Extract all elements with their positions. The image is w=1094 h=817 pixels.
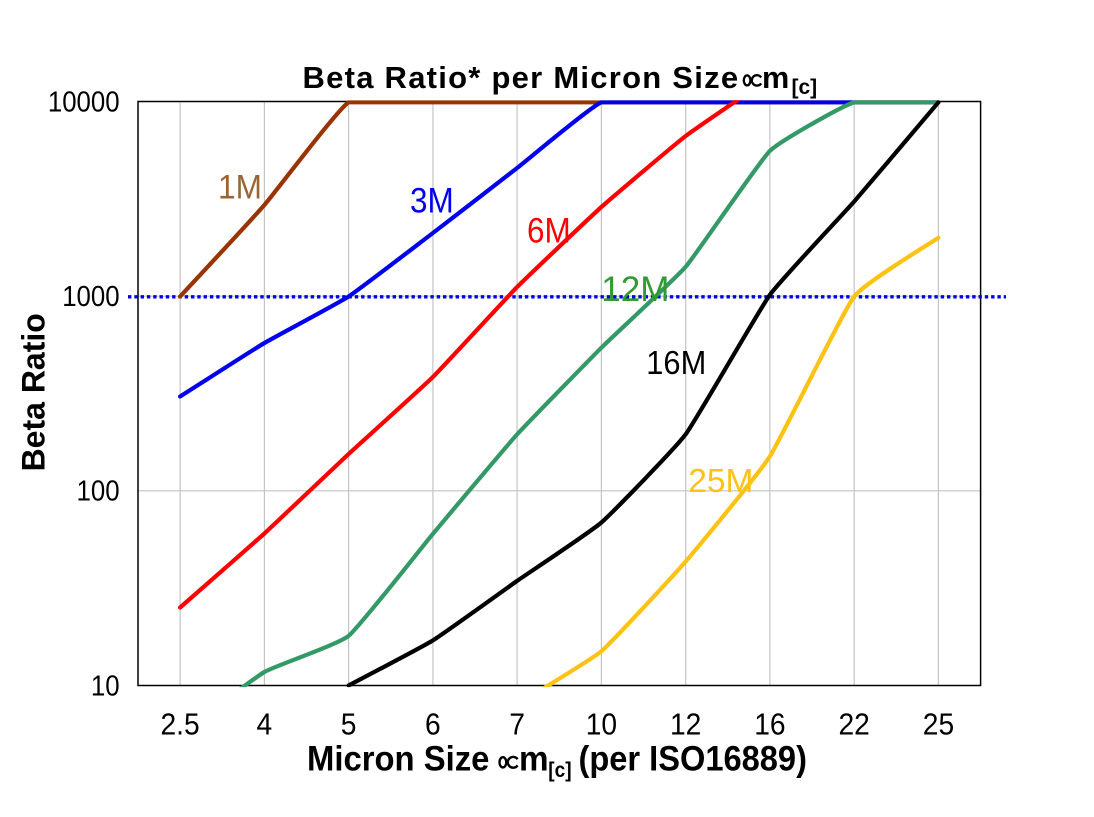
svg-text:5: 5 [341,707,357,742]
svg-text:3M: 3M [410,182,454,221]
svg-text:16: 16 [754,707,785,742]
svg-text:10: 10 [91,669,120,702]
svg-text:16M: 16M [646,344,706,381]
svg-text:[c]: [c] [548,759,571,782]
svg-text:(per ISO16889): (per ISO16889) [579,740,807,779]
svg-text:6M: 6M [527,212,571,251]
svg-text:100: 100 [77,474,120,507]
svg-text:m: m [762,60,789,95]
svg-text:22: 22 [838,707,869,742]
svg-text:10: 10 [586,707,617,742]
svg-text:12M: 12M [601,270,669,309]
svg-text:7: 7 [509,707,525,742]
svg-text:1M: 1M [218,167,262,205]
svg-text:Beta Ratio: Beta Ratio [16,313,52,471]
svg-text:4: 4 [257,707,273,742]
svg-text:25: 25 [923,707,954,742]
svg-text:6: 6 [425,707,441,742]
svg-text:25M: 25M [688,463,753,500]
svg-text:Micron Size: Micron Size [307,740,489,779]
svg-text:2.5: 2.5 [160,707,199,742]
svg-text:1000: 1000 [62,280,119,313]
svg-text:Beta Ratio* per Micron Size: Beta Ratio* per Micron Size [303,60,740,95]
svg-text:[c]: [c] [792,76,818,99]
svg-text:12: 12 [670,707,701,742]
svg-text:10000: 10000 [48,85,120,118]
svg-text:m: m [519,740,549,779]
